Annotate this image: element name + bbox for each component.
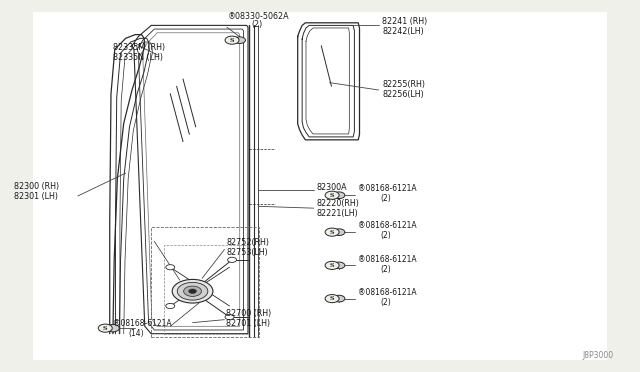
Circle shape — [333, 229, 345, 235]
Text: 82241 (RH): 82241 (RH) — [383, 17, 428, 26]
Text: 82221(LH): 82221(LH) — [317, 209, 358, 218]
Text: S: S — [230, 38, 234, 43]
Text: 82700 (RH): 82700 (RH) — [227, 309, 271, 318]
Text: ®08168-6121A: ®08168-6121A — [113, 319, 172, 328]
Text: 82220(RH): 82220(RH) — [317, 199, 360, 208]
Text: ®08168-6121A: ®08168-6121A — [358, 254, 417, 264]
Circle shape — [228, 257, 237, 262]
Text: ®08330-5062A: ®08330-5062A — [228, 12, 289, 22]
Circle shape — [333, 295, 345, 302]
Bar — [164, 245, 246, 334]
Circle shape — [177, 282, 208, 300]
Text: 82301 (LH): 82301 (LH) — [14, 192, 58, 201]
Circle shape — [189, 289, 196, 294]
Text: (2): (2) — [381, 298, 391, 307]
Text: S: S — [330, 193, 334, 198]
Circle shape — [325, 228, 339, 236]
Text: 82701 (LH): 82701 (LH) — [227, 319, 271, 328]
Circle shape — [166, 304, 175, 309]
Text: 82300 (RH): 82300 (RH) — [14, 182, 60, 190]
Circle shape — [106, 324, 119, 332]
Text: 82335N (LH): 82335N (LH) — [113, 53, 163, 62]
Text: ®08168-6121A: ®08168-6121A — [358, 221, 417, 230]
Text: S: S — [330, 296, 334, 301]
Circle shape — [99, 324, 112, 332]
FancyBboxPatch shape — [33, 13, 607, 359]
Text: (14): (14) — [129, 329, 145, 338]
Circle shape — [172, 279, 213, 303]
Text: (2): (2) — [381, 195, 391, 203]
Circle shape — [325, 261, 339, 269]
Text: 82242(LH): 82242(LH) — [383, 27, 424, 36]
Text: 82255(RH): 82255(RH) — [383, 80, 426, 89]
Circle shape — [325, 191, 339, 199]
Text: S: S — [330, 263, 334, 268]
Circle shape — [184, 286, 202, 296]
Text: 82335M (RH): 82335M (RH) — [113, 43, 165, 52]
Circle shape — [234, 37, 246, 44]
Text: ®08168-6121A: ®08168-6121A — [358, 288, 417, 297]
Text: 82256(LH): 82256(LH) — [383, 90, 424, 99]
Text: S: S — [103, 326, 108, 331]
Circle shape — [333, 192, 345, 199]
Text: (2): (2) — [381, 264, 391, 273]
Bar — [151, 227, 259, 337]
Text: ®08168-6121A: ®08168-6121A — [358, 185, 417, 193]
Circle shape — [225, 314, 234, 320]
Text: S: S — [330, 230, 334, 235]
Text: (2): (2) — [252, 20, 263, 29]
Circle shape — [333, 262, 345, 269]
Text: (2): (2) — [381, 231, 391, 240]
Text: 82752(RH): 82752(RH) — [227, 238, 269, 247]
Circle shape — [166, 264, 175, 270]
Text: J8P3000: J8P3000 — [582, 351, 613, 360]
Text: 82753(LH): 82753(LH) — [227, 248, 268, 257]
Text: 82300A: 82300A — [317, 183, 348, 192]
Circle shape — [225, 36, 239, 44]
Circle shape — [325, 295, 339, 303]
